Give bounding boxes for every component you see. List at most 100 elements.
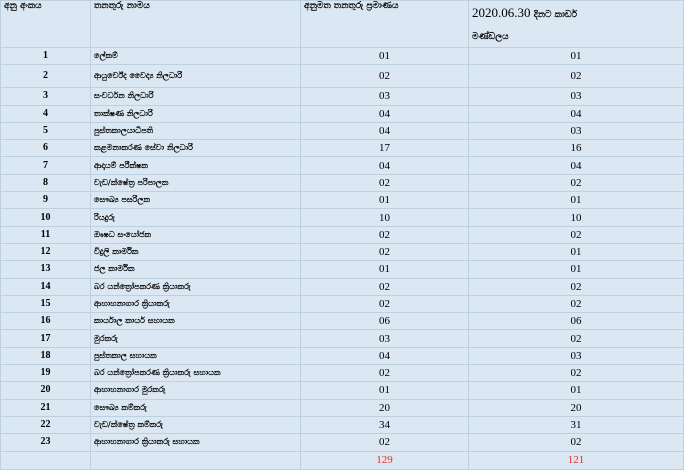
row-num: 19 (0, 364, 91, 383)
row-name: රියදුරු (90, 208, 301, 227)
table-row: 22 වැඩ/ක්ෂේත්‍ර කම්කරු 34 31 (0, 415, 684, 435)
header-row: අනු අංකය තනතුරු නාමය අනුමත තනතුරු ප්‍රමා… (0, 0, 684, 48)
row-name: වැඩ/ක්ෂේත්‍ර පරිපාලක (90, 173, 301, 193)
table-row: 20 ආහාහනාගාර මුරකරු 01 01 (0, 381, 684, 400)
row-approved: 01 (300, 46, 469, 66)
header-approved: අනුමත තනතුරු ප්‍රමාණය (300, 0, 469, 48)
row-name: පුස්තකාල සහායක (90, 346, 301, 366)
row-approved: 04 (300, 346, 469, 366)
totals-row: 129 121 (0, 450, 684, 470)
row-name: බර යන්ත්‍රෝපකරණ ක්‍රියාකරු (90, 277, 301, 296)
row-cadre: 20 (468, 398, 684, 417)
header-cadre-line2: මණ්ඩලය (472, 32, 509, 42)
row-name: ජල කාර්මික (90, 260, 301, 279)
header-cadre-suffix: දිනට කාඩර් (533, 10, 578, 20)
row-approved: 02 (300, 173, 469, 193)
row-approved: 01 (300, 381, 469, 400)
table-row: 5 පුස්තකාලයාධිපති 04 03 (0, 121, 684, 141)
row-cadre: 04 (468, 104, 684, 123)
row-num: 1 (0, 46, 91, 66)
row-num: 11 (0, 225, 91, 244)
row-num: 21 (0, 398, 91, 417)
row-cadre: 02 (468, 364, 684, 383)
table-row: 8 වැඩ/ක්ෂේත්‍ර පරිපාලක 02 02 (0, 173, 684, 193)
row-cadre: 02 (468, 173, 684, 193)
total-cadre: 121 (468, 450, 684, 470)
row-num: 14 (0, 277, 91, 296)
row-approved: 10 (300, 208, 469, 227)
table-row: 19 බර යන්ත්‍රෝපකරණ ක්‍රියාකරු සහායක 02 02 (0, 364, 684, 383)
row-name: විදුලි කාර්මික (90, 242, 301, 262)
row-name: ලේකම් (90, 46, 301, 66)
row-num: 4 (0, 104, 91, 123)
row-approved: 02 (300, 277, 469, 296)
row-cadre: 04 (468, 156, 684, 175)
row-num: 9 (0, 191, 91, 210)
row-approved: 02 (300, 225, 469, 244)
row-num: 22 (0, 415, 91, 435)
table-row: 17 මුරකරු 03 02 (0, 329, 684, 348)
total-approved: 129 (300, 450, 469, 470)
table-row: 3 සංවර්ධන නිලධාරි 03 03 (0, 87, 684, 106)
row-approved: 01 (300, 191, 469, 210)
row-approved: 02 (300, 242, 469, 262)
row-num: 6 (0, 139, 91, 158)
row-name: ආහාහනාගාර ක්‍රියාකරු සහායක (90, 433, 301, 452)
totals-blank (0, 450, 91, 470)
row-cadre: 02 (468, 64, 684, 89)
row-num: 23 (0, 433, 91, 452)
row-name: ආයුර්වේද වෛද්‍ය නිලධාරි (90, 64, 301, 89)
header-cadre-date: 2020.06.30 (472, 5, 531, 20)
table-row: 13 ජල කාර්මික 01 01 (0, 260, 684, 279)
row-cadre: 01 (468, 191, 684, 210)
row-cadre: 01 (468, 46, 684, 66)
row-num: 16 (0, 312, 91, 331)
table-row: 9 සෞඛ්‍ය පසරිලක 01 01 (0, 191, 684, 210)
row-approved: 02 (300, 433, 469, 452)
row-cadre: 03 (468, 87, 684, 106)
row-approved: 01 (300, 260, 469, 279)
header-cadre: 2020.06.30 දිනට කාඩර් මණ්ඩලය (468, 0, 684, 48)
row-name: තාක්ෂණ නිලධාරි (90, 104, 301, 123)
row-cadre: 03 (468, 346, 684, 366)
row-name: ආහාහනාගාර ක්‍රියාකරු (90, 294, 301, 314)
table-row: 14 බර යන්ත්‍රෝපකරණ ක්‍රියාකරු 02 02 (0, 277, 684, 296)
row-cadre: 02 (468, 277, 684, 296)
row-name: සංවර්ධන නිලධාරි (90, 87, 301, 106)
table-row: 7 ආදායම් පරීක්ෂක 04 04 (0, 156, 684, 175)
table-row: 15 ආහාහනාගාර ක්‍රියාකරු 02 02 (0, 294, 684, 314)
row-num: 8 (0, 173, 91, 193)
row-approved: 02 (300, 64, 469, 89)
table-row: 16 කාර්යාල කාර්ය සහායක 06 06 (0, 312, 684, 331)
header-name: තනතුරු නාමය (90, 0, 301, 48)
row-num: 20 (0, 381, 91, 400)
row-num: 15 (0, 294, 91, 314)
table-row: 10 රියදුරු 10 10 (0, 208, 684, 227)
row-name: කාර්යාල කාර්ය සහායක (90, 312, 301, 331)
row-cadre: 01 (468, 260, 684, 279)
row-approved: 17 (300, 139, 469, 158)
totals-blank (90, 450, 301, 470)
row-approved: 04 (300, 121, 469, 141)
table-row: 4 තාක්ෂණ නිලධාරි 04 04 (0, 104, 684, 123)
row-num: 17 (0, 329, 91, 348)
row-num: 18 (0, 346, 91, 366)
header-num: අනු අංකය (0, 0, 91, 48)
row-approved: 02 (300, 364, 469, 383)
row-approved: 04 (300, 104, 469, 123)
row-num: 7 (0, 156, 91, 175)
row-name: බර යන්ත්‍රෝපකරණ ක්‍රියාකරු සහායක (90, 364, 301, 383)
row-cadre: 10 (468, 208, 684, 227)
row-name: ආදායම් පරීක්ෂක (90, 156, 301, 175)
row-name: සෞඛ්‍ය කම්කරු (90, 398, 301, 417)
table-row: 23 ආහාහනාගාර ක්‍රියාකරු සහායක 02 02 (0, 433, 684, 452)
row-cadre: 02 (468, 225, 684, 244)
row-name: මුරකරු (90, 329, 301, 348)
row-cadre: 31 (468, 415, 684, 435)
row-name: ආහාහනාගාර මුරකරු (90, 381, 301, 400)
row-num: 2 (0, 64, 91, 89)
row-cadre: 16 (468, 139, 684, 158)
row-num: 13 (0, 260, 91, 279)
row-approved: 20 (300, 398, 469, 417)
